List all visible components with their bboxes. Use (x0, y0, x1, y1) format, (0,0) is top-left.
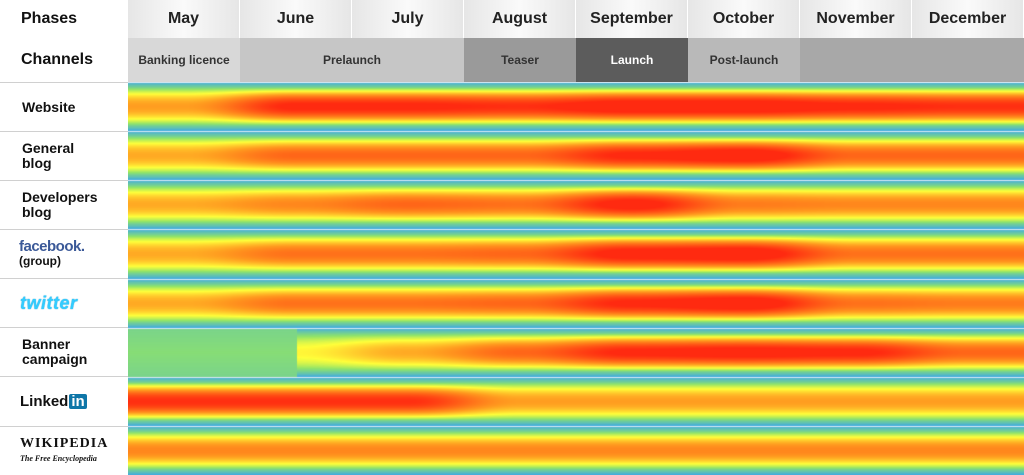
banner-campaign-label-line2: campaign (22, 351, 88, 367)
website-label: Website (22, 98, 76, 115)
row-label-developers-blog: Developers blog (0, 180, 128, 229)
heatmap-canvas (128, 82, 1024, 475)
chart-header: Phases Channels May June July August Septemb… (0, 0, 1024, 82)
row-label-wikipedia: WIKIPEDIA The Free Encyclopedia (0, 426, 128, 475)
linkedin-logo-text: Linked (20, 393, 69, 410)
facebook-group-label: (group) (19, 254, 61, 268)
row-label-facebook: facebook. (group) (0, 229, 128, 278)
row-label-website: Website (0, 82, 128, 131)
row-label-general-blog: General blog (0, 131, 128, 180)
phase-header-launch: Launch (576, 38, 688, 82)
month-header-july: July (352, 0, 464, 38)
wikipedia-logo: WIKIPEDIA The Free Encyclopedia (20, 436, 108, 466)
phases-header-label: Phases (0, 0, 128, 38)
general-blog-label-line2: blog (22, 155, 52, 171)
phase-header-blank-5 (800, 38, 1024, 82)
wikipedia-tagline: The Free Encyclopedia (20, 454, 97, 463)
month-header-october: October (688, 0, 800, 38)
row-label-banner-campaign: Banner campaign (0, 327, 128, 376)
twitter-logo: twitter (20, 292, 78, 313)
month-header-november: November (800, 0, 912, 38)
month-header-may: May (128, 0, 240, 38)
phase-header-teaser: Teaser (464, 38, 576, 82)
wikipedia-wordmark: WIKIPEDIA (20, 436, 109, 451)
phase-header-post-launch: Post-launch (688, 38, 800, 82)
month-header-august: August (464, 0, 576, 38)
channels-header-label: Channels (0, 38, 128, 82)
row-label-twitter: twitter (0, 278, 128, 327)
phase-header-banking-licence: Banking licence (128, 38, 240, 82)
general-blog-label-line1: General (22, 140, 75, 156)
developers-blog-label-line2: blog (22, 204, 52, 220)
developers-blog-label-line1: Developers (22, 189, 98, 205)
banner-campaign-label-line1: Banner (22, 336, 71, 352)
month-header-june: June (240, 0, 352, 38)
phase-header-prelaunch: Prelaunch (240, 38, 464, 82)
month-header-december: December (912, 0, 1024, 38)
facebook-logo: facebook. (19, 238, 85, 255)
month-header-september: September (576, 0, 688, 38)
linkedin-in-box: in (69, 393, 87, 410)
row-label-linkedin: Linked in (0, 376, 128, 426)
linkedin-logo: Linked in (20, 394, 87, 409)
